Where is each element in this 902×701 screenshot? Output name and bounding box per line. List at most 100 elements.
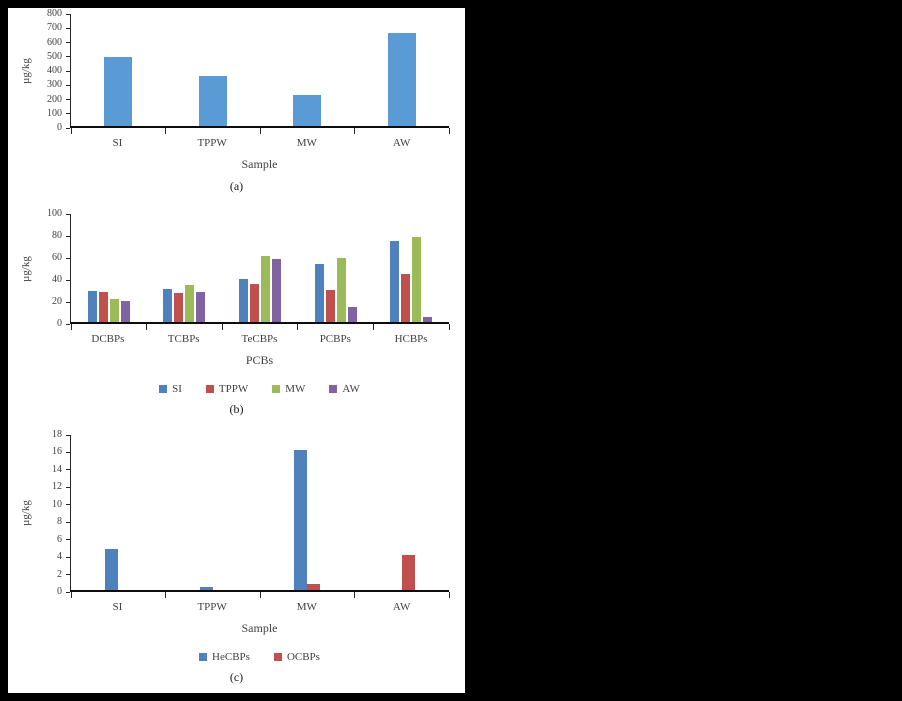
y-tick-label: 10 <box>52 498 62 510</box>
y-tick-label: 80 <box>52 230 62 241</box>
bar-group-AW <box>355 14 450 126</box>
legend-swatch-icon <box>159 385 168 393</box>
bar-group-DCBPs <box>71 214 147 322</box>
x-category-label: PCBPs <box>319 333 351 345</box>
y-tick-label: 6 <box>57 533 62 545</box>
chart-caption: (a) <box>229 179 244 193</box>
plot-area <box>70 214 450 330</box>
bar-TPPW-PCBPs <box>325 289 335 322</box>
y-tick-label: 18 <box>52 429 62 440</box>
legend-label: SI <box>172 383 182 395</box>
bar-MW-TCBPs <box>185 285 195 322</box>
bars <box>71 14 449 126</box>
bar-TPPW-DCBPs <box>98 291 108 322</box>
y-tick-mark <box>66 127 70 129</box>
x-tick-mark <box>259 592 261 598</box>
y-tick-label: 40 <box>52 274 62 285</box>
x-tick-mark <box>70 592 72 598</box>
y-tick-label: 200 <box>47 93 62 105</box>
x-category-label: AW <box>392 601 411 613</box>
plot-area <box>70 435 450 598</box>
x-axis-title: Sample <box>241 157 278 171</box>
bar-MW <box>293 95 322 126</box>
y-tick-label: 0 <box>57 318 62 329</box>
y-tick-label: 2 <box>57 568 62 580</box>
y-tick-mark <box>66 13 70 15</box>
bar-TPPW-TeCBPs <box>249 284 259 322</box>
bar-group-TeCBPs <box>222 214 298 322</box>
y-tick-mark <box>66 574 70 576</box>
x-tick-mark <box>221 324 223 330</box>
y-tick-mark <box>66 70 70 72</box>
y-tick-label: 300 <box>47 79 62 91</box>
x-tick-mark <box>354 592 355 598</box>
x-tick-mark <box>372 324 374 330</box>
bars <box>71 435 449 590</box>
y-tick-mark <box>66 486 70 488</box>
y-tick-mark <box>66 56 70 58</box>
bar-HeCBPs-SI <box>105 548 119 590</box>
y-tick-mark <box>66 539 70 541</box>
x-axis-title: PCBs <box>245 353 274 367</box>
y-tick-mark <box>66 213 70 215</box>
chart-caption: (b) <box>229 402 244 416</box>
y-tick-label: 0 <box>57 122 62 133</box>
y-tick-mark <box>66 591 70 593</box>
y-axis-title: µg/kg <box>20 500 32 527</box>
y-tick-mark <box>66 279 70 281</box>
y-axis: 0 2 4 6 8 10 12 14 16 18 <box>34 430 70 597</box>
plot-area <box>70 14 450 134</box>
y-tick-label: 700 <box>47 22 62 34</box>
x-tick-mark <box>448 592 450 598</box>
y-tick-label: 20 <box>52 296 62 307</box>
bar-SI-TCBPs <box>163 288 173 322</box>
bars <box>71 214 449 322</box>
x-axis-categories: SI TPPW MW AW <box>70 137 449 149</box>
y-tick-mark <box>66 257 70 259</box>
legend-label: TPPW <box>218 383 249 395</box>
bar-group-AW <box>355 435 450 590</box>
y-tick-mark <box>66 301 70 303</box>
y-tick-label: 16 <box>52 446 62 458</box>
x-tick-mark <box>259 128 261 134</box>
x-category-label: SI <box>112 601 123 613</box>
y-tick-mark <box>66 521 70 523</box>
bar-SI-DCBPs <box>87 290 97 322</box>
bar-OCBPs-AW <box>401 554 415 590</box>
y-tick-label: 8 <box>57 516 62 528</box>
chart-b: µg/kg 0 20 40 60 80 100 DCBPs TCBPs TeCBPs PCBPs… <box>8 209 465 417</box>
y-tick-mark <box>66 556 70 558</box>
legend-label: HeCBPs <box>212 651 250 663</box>
x-category-label: AW <box>392 137 411 149</box>
x-category-label: MW <box>296 137 317 149</box>
x-tick-mark <box>146 324 148 330</box>
legend-swatch-icon <box>272 385 281 393</box>
chart-a: µg/kg 0 100 200 300 400 500 600 700 800 SI TPPW MW… <box>8 8 465 194</box>
bar-group-HCBPs <box>373 214 449 322</box>
bar-group-TPPW <box>166 435 261 590</box>
legend-item-SI: SI <box>159 383 182 395</box>
bar-group-MW <box>260 14 355 126</box>
y-tick-label: 14 <box>52 463 62 475</box>
y-tick-label: 100 <box>47 208 62 219</box>
y-tick-mark <box>66 451 70 453</box>
x-tick-mark <box>448 128 450 134</box>
bar-TPPW <box>198 75 227 126</box>
y-tick-label: 600 <box>47 36 62 48</box>
y-axis: 0 20 40 60 80 100 <box>34 209 70 329</box>
chart-caption: (c) <box>229 670 244 684</box>
y-tick-label: 500 <box>47 50 62 62</box>
bar-group-SI <box>71 435 166 590</box>
x-category-label: TPPW <box>197 601 227 613</box>
bar-AW-PCBPs <box>347 306 357 322</box>
x-axis-categories: SI TPPW MW AW <box>70 601 449 613</box>
bar-SI-PCBPs <box>314 263 324 322</box>
bar-group-SI <box>71 14 166 126</box>
y-tick-mark <box>66 42 70 43</box>
y-tick-mark <box>66 469 70 471</box>
x-tick-mark <box>70 128 72 134</box>
bar-TPPW-HCBPs <box>401 274 411 322</box>
legend-item-TPPW: TPPW <box>205 383 249 395</box>
x-tick-mark <box>354 128 355 134</box>
chart-c: µg/kg 0 2 4 6 8 10 12 14 16 18 SI TPPW MW AW Sample … <box>8 430 465 685</box>
